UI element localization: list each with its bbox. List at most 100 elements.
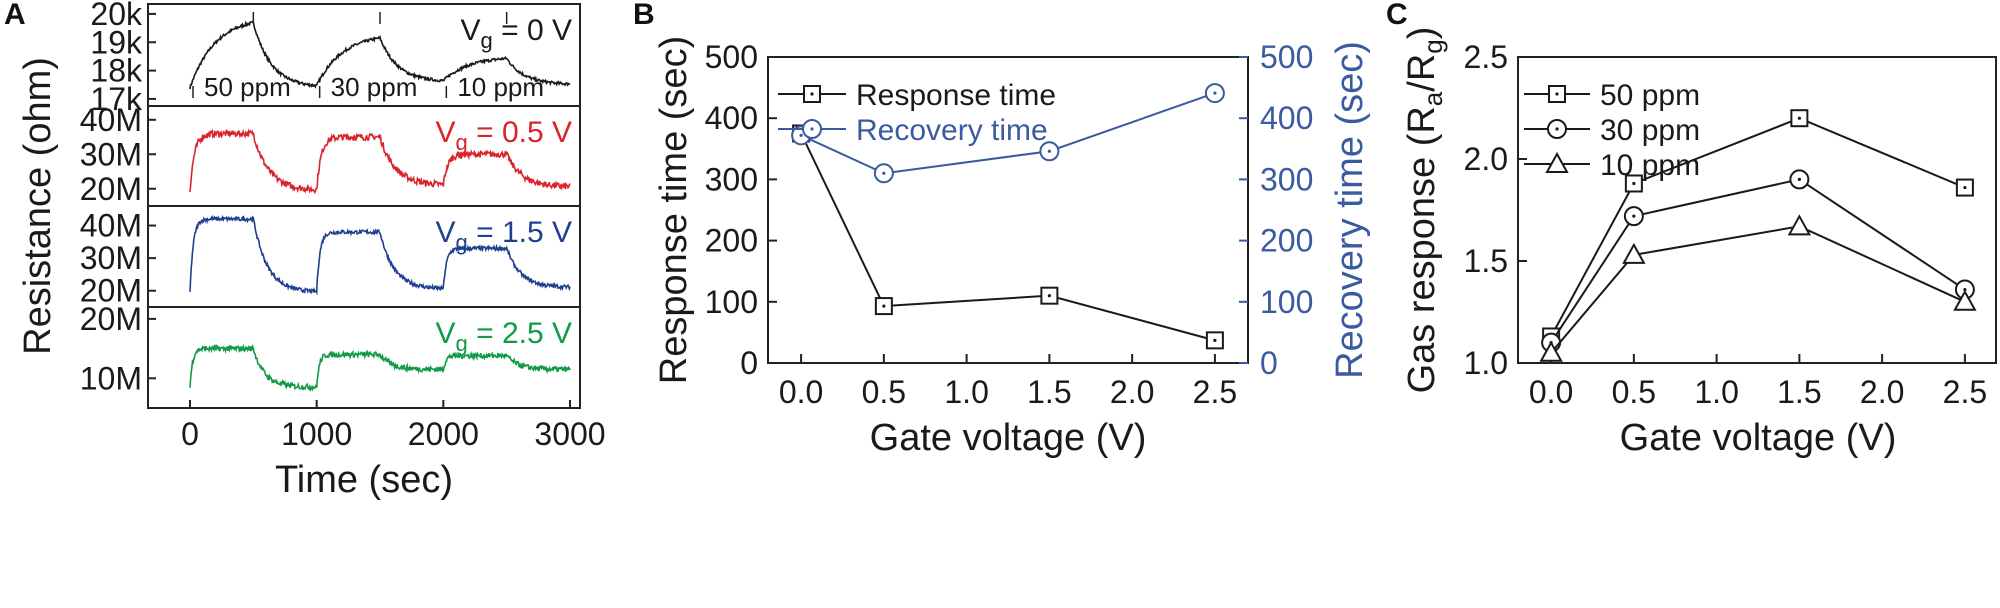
panel-c-point-2 — [1953, 289, 1977, 311]
panel-c-x-axis-label: Gate voltage (V) — [1620, 417, 1897, 459]
panel-b-point-1-center — [1047, 149, 1051, 153]
panel-a-y-tick-label: 17k — [90, 81, 143, 117]
panel-c-legend-marker-1-center — [1555, 127, 1559, 131]
panel-a-chart: Resistance (ohm) Time (sec) 17k18k19k20k… — [17, 0, 606, 501]
panel-a-y-tick-label: 19k — [90, 24, 143, 60]
panel-b-left-y-tick-label: 200 — [705, 223, 758, 259]
panel-b-x-tick-label: 1.0 — [944, 374, 988, 410]
panel-c-legend-marker-2 — [1545, 151, 1569, 173]
panel-a-y-tick-label: 18k — [90, 53, 143, 89]
panel-b-left-y-axis-label: Response time (sec) — [653, 36, 695, 384]
panel-b-left-y-tick-label: 500 — [705, 39, 758, 75]
panel-b-x-tick-label: 1.5 — [1027, 374, 1071, 410]
panel-a-condition-label-3: Vg = 2.5 V — [435, 317, 572, 356]
panel-b-chart: Response time (sec) Recovery time (sec) … — [653, 36, 1371, 459]
panel-b-x-axis-label: Gate voltage (V) — [870, 417, 1147, 459]
panel-b-point-0-center — [1047, 294, 1051, 298]
panel-b-x-tick-label: 2.5 — [1193, 374, 1237, 410]
panel-c-y-axis-label: Gas response (Ra/Rg) — [1401, 27, 1448, 394]
panel-a-trace-2 — [189, 214, 571, 296]
panel-b-legend-label-1: Recovery time — [856, 114, 1048, 147]
panel-a-y-tick-label: 10M — [80, 360, 142, 396]
panel-c-point-1-center — [1963, 287, 1967, 292]
panel-c-y-tick-label: 2.5 — [1464, 39, 1508, 75]
panel-b-right-y-tick-label: 200 — [1260, 223, 1313, 259]
panel-b-series-line-1 — [800, 92, 1216, 175]
panel-c-x-tick-label: 1.0 — [1694, 374, 1738, 410]
panel-a-y-tick-label: 20k — [90, 0, 143, 32]
panel-b-left-y-tick-label: 0 — [740, 345, 758, 381]
panel-c-point-2 — [1622, 242, 1646, 264]
panel-c-x-tick-label: 1.5 — [1777, 374, 1821, 410]
panel-c-x-tick-label: 2.0 — [1860, 374, 1904, 410]
panel-a-x-tick-label: 2000 — [408, 416, 479, 452]
panel-c-x-tick-label: 0.5 — [1612, 374, 1656, 410]
panel-a-subplot-frame — [147, 306, 581, 409]
panel-label-b: B — [633, 0, 655, 31]
panel-c-series-line-0 — [1550, 117, 1966, 337]
panel-a-y-tick-label: 20M — [80, 273, 142, 309]
panel-c-y-tick-label: 2.0 — [1464, 141, 1508, 177]
panel-a-x-axis-label: Time (sec) — [275, 459, 453, 501]
panel-c-point-2 — [1539, 340, 1563, 362]
panel-a-condition-label-1: Vg = 0.5 V — [435, 116, 572, 155]
panel-a-trace-3 — [189, 343, 571, 392]
panel-b-right-y-tick-label: 0 — [1260, 345, 1278, 381]
panel-c-series-line-1 — [1550, 178, 1966, 344]
panel-label-c: C — [1386, 0, 1408, 31]
panel-c-legend-label-2: 10 ppm — [1600, 149, 1700, 182]
panel-b-right-y-tick-label: 300 — [1260, 161, 1313, 197]
panel-c-point-2 — [1787, 214, 1812, 236]
panel-a-concentration-label: 10 ppm — [457, 72, 544, 102]
panel-a-y-tick-label: 40M — [80, 102, 142, 138]
panel-b-point-1-center — [1213, 91, 1217, 95]
panel-b-x-tick-label: 0.0 — [779, 374, 823, 410]
panel-c-x-tick-label: 0.0 — [1529, 374, 1573, 410]
panel-b-x-tick-label: 2.0 — [1110, 374, 1154, 410]
panel-b-right-y-tick-label: 500 — [1260, 39, 1313, 75]
panel-c-plot-frame — [1517, 56, 1997, 364]
panel-label-a: A — [4, 0, 26, 31]
panel-b-right-y-tick-label: 400 — [1260, 100, 1313, 136]
panel-a-condition-label-2: Vg = 1.5 V — [435, 216, 572, 255]
panel-a-y-tick-label: 20M — [80, 171, 142, 207]
panel-a-condition-label-0: Vg = 0 V — [461, 14, 572, 53]
panel-a-trace-1 — [189, 128, 571, 195]
panel-a-x-tick-label: 1000 — [281, 416, 352, 452]
panel-b-plot-frame — [767, 56, 1249, 364]
panel-c-legend-marker-0-center — [1555, 92, 1559, 96]
panel-c-y-tick-label: 1.5 — [1464, 243, 1508, 279]
panel-a-y-tick-label: 20M — [80, 301, 142, 337]
panel-c-point-0-center — [1963, 185, 1967, 190]
panel-a-y-tick-label: 30M — [80, 240, 142, 276]
panel-b-point-1-center — [799, 133, 803, 137]
panel-c-legend-label-1: 30 ppm — [1600, 114, 1700, 147]
panel-a-y-tick-label: 30M — [80, 136, 142, 172]
panel-c-point-0-center — [1632, 181, 1636, 186]
panel-b-right-y-tick-label: 100 — [1260, 284, 1313, 320]
panel-b-x-tick-label: 0.5 — [862, 374, 906, 410]
panel-c-x-tick-label: 2.5 — [1943, 374, 1987, 410]
panel-b-point-1-center — [882, 171, 886, 175]
panel-b-legend-label-0: Response time — [856, 79, 1056, 112]
panel-b-point-0-center — [1213, 338, 1217, 342]
panel-b-legend-marker-1-center — [810, 127, 814, 131]
panel-b-left-y-tick-label: 400 — [705, 100, 758, 136]
panel-c-point-1-center — [1797, 177, 1801, 181]
panel-b-right-y-axis-label: Recovery time (sec) — [1329, 41, 1371, 379]
panel-c-point-0-center — [1797, 116, 1801, 120]
panel-c-y-tick-label: 1.0 — [1464, 345, 1508, 381]
panel-b-legend-marker-0-center — [810, 92, 814, 96]
panel-c-point-1-center — [1632, 214, 1636, 218]
panel-a-x-tick-label: 0 — [181, 416, 199, 452]
panel-a-y-axis-label: Resistance (ohm) — [17, 57, 59, 355]
panel-a-concentration-label: 50 ppm — [204, 72, 291, 102]
panel-a-concentration-label: 30 ppm — [331, 72, 418, 102]
panel-b-left-y-tick-label: 100 — [705, 284, 758, 320]
panel-a-x-tick-label: 3000 — [534, 416, 605, 452]
panel-c-legend-label-0: 50 ppm — [1600, 79, 1700, 112]
panel-b-series-line-0 — [800, 133, 1216, 342]
panel-a-y-tick-label: 40M — [80, 208, 142, 244]
panel-c-series-line-2 — [1550, 225, 1966, 354]
